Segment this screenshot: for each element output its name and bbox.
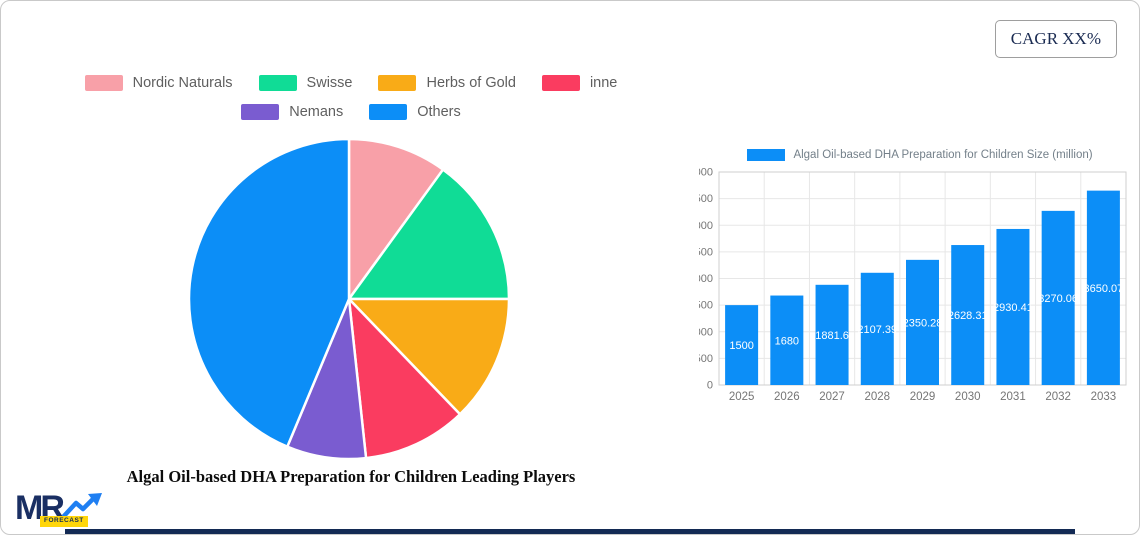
legend-item-nordic-naturals: Nordic Naturals [84,75,233,91]
bar-2025 [725,305,759,385]
bar-legend-swatch [747,149,786,161]
bar-2028 [860,272,894,385]
y-tick-label: 0 [707,380,713,392]
bar-value-label: 2107.39 [857,324,897,336]
legend-swatch-herbs-of-gold [378,75,417,91]
pie-slice-nordic-naturals [347,137,445,301]
pie-slice-inne [347,297,462,460]
pie-slice-others [187,137,351,448]
pie-legend: Nordic Naturals Swisse Herbs of Gold inne Ne… [1,75,701,133]
x-tick-label: 2029 [910,391,936,403]
x-tick-label: 2028 [864,391,890,403]
bar-value-label: 1881.6 [815,330,849,342]
x-tick-label: 2026 [774,391,800,403]
bar-chart: 0 500 1000 1500 2000 2500 3000 3500 4000 1500 2025… [699,167,1127,403]
legend-swatch-inne [541,75,580,91]
bar-2030 [951,245,985,385]
legend-label: Others [417,104,461,120]
legend-label: Herbs of Gold [426,75,516,91]
bar-value-label: 3270.06 [1038,293,1078,305]
y-tick-label: 1000 [699,326,713,338]
bar-value-label: 2628.31 [948,310,988,322]
bar-value-label: 1680 [775,335,799,347]
y-tick-label: 3500 [699,193,713,205]
legend-item-herbs-of-gold: Herbs of Gold [378,75,516,91]
bar-chart-panel: Algal Oil-based DHA Preparation for Chil… [699,144,1139,424]
pie-slice-herbs-of-gold [347,297,511,416]
x-tick-label: 2032 [1045,391,1071,403]
legend-item-nemans: Nemans [241,104,343,120]
bar-2032 [1041,210,1075,385]
legend-item-others: Others [369,104,461,120]
bar-2026 [770,295,804,385]
legend-swatch-nemans [241,104,280,120]
bar-value-label: 1500 [729,340,753,352]
x-tick-label: 2025 [729,391,755,403]
bar-value-label: 2350.28 [903,317,943,329]
mr-forecast-logo: MR FORECAST [15,491,135,531]
bar-value-label: 2930.41 [993,302,1033,314]
cagr-badge: CAGR XX% [994,20,1117,58]
legend-label: inne [589,75,618,91]
y-tick-label: 1500 [699,300,713,312]
pie-chart-title: Algal Oil-based DHA Preparation for Chil… [126,467,576,486]
bar-2029 [906,259,939,385]
y-tick-label: 3000 [699,220,713,232]
legend-label: Nemans [289,104,344,120]
legend-item-swisse: Swisse [258,75,353,91]
legend-swatch-others [369,104,408,120]
pie-chart [187,137,511,461]
x-tick-label: 2031 [1000,391,1026,403]
legend-item-inne: inne [541,75,618,91]
x-tick-label: 2030 [955,391,981,403]
legend-swatch-nordic-naturals [84,75,123,91]
trend-arrow-icon [62,493,102,519]
legend-label: Nordic Naturals [132,75,233,91]
x-tick-label: 2027 [819,391,845,403]
bar-2027 [815,284,849,385]
y-tick-label: 500 [699,353,713,365]
bottom-accent-bar [65,529,1075,534]
y-tick-label: 2000 [699,273,713,285]
x-tick-label: 2033 [1091,391,1117,403]
bar-2033 [1086,190,1120,385]
bar-2031 [996,228,1030,385]
pie-slice-swisse [347,168,511,301]
legend-label: Swisse [306,75,353,91]
bar-value-label: 3650.07 [1084,283,1124,295]
bar-legend-label: Algal Oil-based DHA Preparation for Chil… [793,149,1093,161]
logo-forecast-badge: FORECAST [40,516,88,527]
legend-swatch-swisse [258,75,297,91]
bar-legend: Algal Oil-based DHA Preparation for Chil… [699,148,1139,162]
y-tick-label: 4000 [699,167,713,179]
y-tick-label: 2500 [699,246,713,258]
